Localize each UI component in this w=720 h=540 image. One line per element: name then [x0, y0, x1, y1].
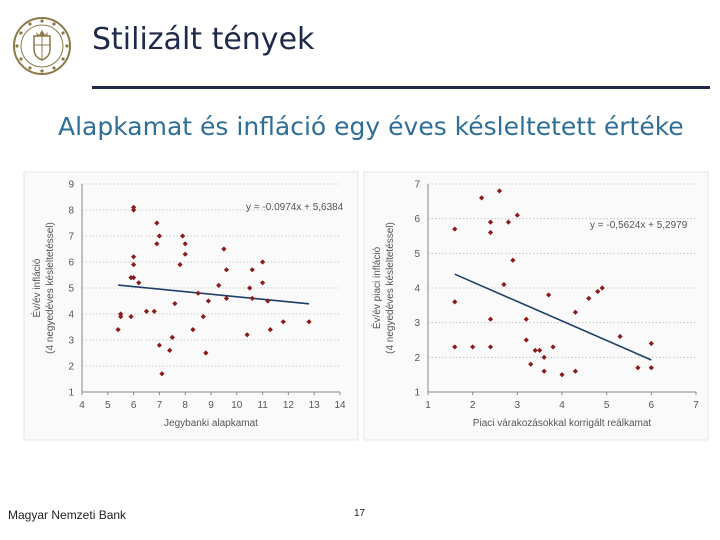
y-axis-label-line: Év/év infláció — [30, 258, 43, 317]
data-point — [221, 246, 227, 252]
data-point — [617, 333, 623, 340]
y-axis-label-line: (4 negyedéves késleltetéssel) — [385, 222, 396, 354]
page-title: Stilizált tények — [92, 22, 315, 57]
data-point — [244, 332, 250, 338]
y-tick-label: 6 — [68, 258, 74, 269]
chart-frame — [23, 171, 359, 441]
data-point — [205, 298, 212, 304]
x-tick-label: 5 — [604, 400, 610, 411]
data-point — [306, 319, 312, 325]
chart-frame — [363, 171, 709, 441]
x-tick-label: 9 — [208, 400, 214, 411]
x-tick-label: 14 — [334, 400, 346, 411]
data-point — [260, 259, 266, 265]
x-tick-label: 11 — [257, 400, 268, 411]
page-number: 17 — [354, 508, 366, 519]
x-tick-label: 13 — [309, 400, 321, 411]
y-tick-label: 5 — [68, 284, 74, 295]
data-point — [159, 371, 165, 377]
x-tick-label: 10 — [231, 400, 243, 411]
data-point — [180, 233, 186, 239]
y-tick-label: 8 — [68, 206, 74, 217]
x-tick-label: 6 — [649, 400, 655, 411]
y-tick-label: 9 — [68, 180, 74, 191]
y-tick-label: 1 — [68, 388, 74, 399]
scatter-chart-real-rate: 1 2 3 4 5 6 7 1 2 3 4 5 6 7 Piaci várakozásokkal korri… — [363, 171, 709, 441]
y-axis-label-line: Év/év piaci infláció — [370, 246, 383, 329]
x-tick-label: 4 — [559, 400, 565, 411]
title-divider — [92, 86, 710, 89]
data-point — [496, 188, 503, 194]
data-point — [265, 298, 271, 304]
data-point — [510, 257, 516, 263]
data-point — [131, 204, 137, 210]
x-tick-label: 3 — [515, 400, 521, 411]
x-tick-label: 1 — [425, 400, 431, 411]
y-tick-label: 2 — [68, 362, 74, 373]
x-tick-label: 4 — [79, 400, 85, 411]
data-point — [599, 285, 605, 291]
y-tick-label: 3 — [68, 336, 74, 347]
data-point — [154, 241, 160, 247]
y-tick-label: 5 — [414, 249, 420, 260]
trendline — [118, 284, 310, 305]
x-tick-label: 5 — [105, 400, 111, 411]
footer-organization: Magyar Nemzeti Bank — [8, 508, 127, 522]
data-point — [648, 365, 654, 371]
data-point — [156, 233, 162, 239]
data-point — [131, 254, 137, 260]
y-tick-label: 6 — [414, 214, 420, 225]
data-point — [247, 285, 253, 291]
x-tick-label: 7 — [157, 400, 163, 411]
data-point — [523, 316, 529, 322]
data-point — [143, 308, 150, 314]
x-tick-label: 8 — [182, 400, 188, 411]
data-point — [280, 319, 286, 325]
trendline — [454, 273, 652, 361]
data-point — [154, 220, 160, 226]
y-tick-label: 4 — [68, 310, 74, 321]
data-point — [203, 350, 209, 356]
x-axis-label: Jegybanki alapkamat — [164, 418, 258, 429]
y-tick-label: 2 — [414, 353, 420, 364]
y-tick-label: 3 — [414, 318, 420, 329]
data-point — [487, 229, 494, 236]
x-tick-label: 12 — [283, 400, 295, 411]
data-point — [523, 337, 529, 343]
data-point — [136, 280, 142, 286]
y-tick-label: 7 — [414, 180, 420, 191]
data-point — [182, 241, 188, 247]
slide-subtitle: Alapkamat és infláció egy éves késleltet… — [58, 112, 684, 141]
y-tick-label: 7 — [68, 232, 74, 243]
x-tick-label: 2 — [470, 400, 476, 411]
y-tick-label: 4 — [414, 284, 420, 295]
y-axis-label-line: (4 negyedéves késleltetéssel) — [45, 222, 56, 354]
data-point — [648, 340, 654, 347]
x-axis-label: Piaci várakozásokkal korrigált reálkamat — [473, 418, 652, 429]
x-tick-label: 6 — [131, 400, 137, 411]
trendline-equation: y = -0,5624x + 5,2979 — [590, 220, 688, 231]
x-tick-label: 7 — [693, 400, 699, 411]
mnb-seal-logo — [13, 17, 71, 75]
data-point — [635, 365, 641, 371]
y-tick-label: 1 — [414, 388, 420, 399]
data-point — [156, 342, 162, 348]
trendline-equation: y = -0.0974x + 5,6384 — [246, 202, 344, 213]
